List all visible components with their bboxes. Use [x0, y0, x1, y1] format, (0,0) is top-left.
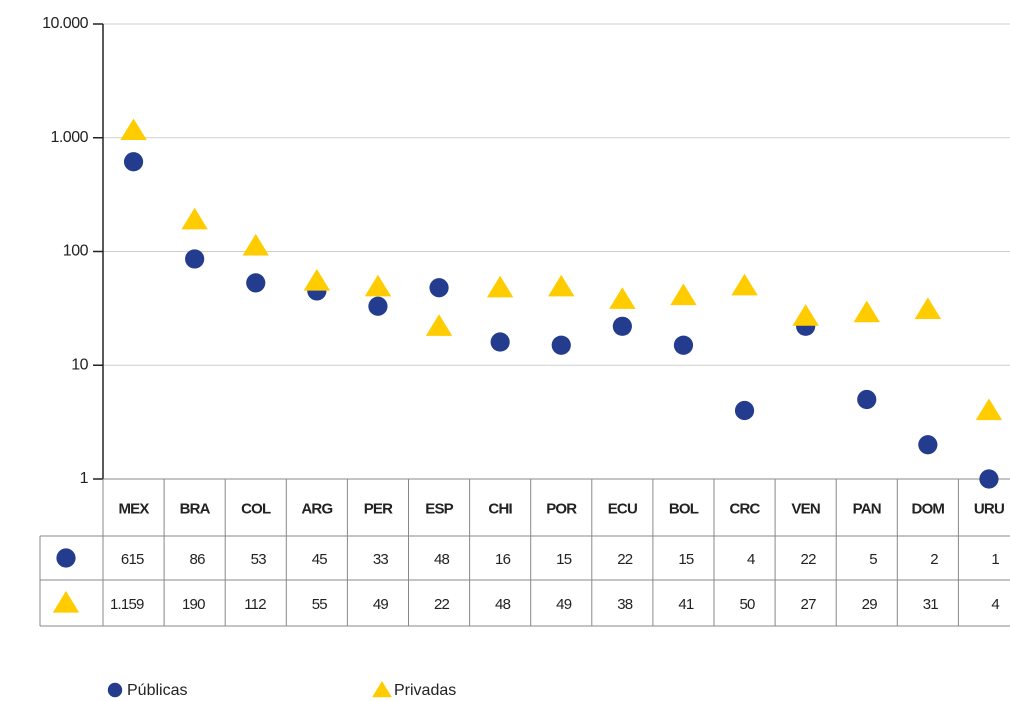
point — [486, 275, 514, 298]
x-tick-label: CRC — [729, 500, 760, 517]
point — [429, 278, 449, 298]
table-cell: 29 — [862, 596, 878, 613]
x-tick-label: COL — [241, 500, 271, 517]
x-tick-label: ESP — [425, 500, 453, 517]
point — [551, 335, 571, 355]
table-cell: 2 — [930, 551, 938, 568]
y-tick-label: 10 — [71, 356, 88, 373]
table-cell: 190 — [182, 596, 205, 613]
table-cell: 41 — [678, 596, 694, 613]
point — [548, 274, 575, 297]
x-tick-label: BRA — [180, 500, 211, 517]
table-cell: 33 — [373, 551, 389, 568]
table-cell: 38 — [617, 596, 633, 613]
table-legend-marker — [56, 548, 76, 568]
table-cell: 22 — [617, 551, 633, 568]
legend-label: Privadas — [394, 682, 456, 699]
point — [853, 300, 880, 323]
x-tick-label: BOL — [669, 500, 699, 517]
table-cell: 31 — [923, 596, 939, 613]
legend-marker — [372, 681, 392, 698]
table-cell: 15 — [678, 551, 694, 568]
point — [670, 283, 697, 306]
point — [612, 316, 632, 336]
table-cell: 49 — [556, 596, 572, 613]
point — [731, 273, 758, 296]
table-cell: 55 — [312, 596, 328, 613]
point — [181, 207, 208, 230]
table-cell: 45 — [312, 551, 328, 568]
point — [490, 332, 510, 352]
table-legend-marker — [52, 591, 80, 613]
point — [673, 335, 694, 355]
point — [734, 400, 755, 421]
y-tick-label: 10.000 — [42, 15, 89, 32]
point — [792, 304, 819, 326]
table-cell: 4 — [991, 596, 999, 613]
point — [364, 274, 392, 297]
point — [303, 269, 331, 291]
table-cell: 1 — [991, 551, 999, 568]
table-cell: 15 — [556, 551, 572, 568]
point — [120, 118, 147, 141]
table-cell: 22 — [801, 551, 817, 568]
point — [425, 314, 453, 336]
point — [185, 249, 205, 269]
x-tick-label: CHI — [488, 500, 512, 517]
table-cell: 22 — [434, 596, 450, 613]
point — [123, 152, 144, 172]
y-tick-label: 100 — [63, 243, 89, 260]
table-cell: 112 — [244, 596, 266, 613]
legend-label: Públicas — [127, 682, 187, 699]
table-cell: 16 — [495, 551, 511, 568]
x-tick-label: MEX — [118, 500, 149, 517]
x-tick-label: PER — [364, 500, 393, 517]
point — [857, 389, 877, 410]
x-tick-label: VEN — [791, 500, 819, 517]
table-cell: 50 — [739, 596, 755, 613]
point — [368, 296, 388, 316]
x-tick-label: ECU — [608, 500, 637, 517]
table-cell: 1.159 — [110, 596, 144, 613]
table-cell: 5 — [869, 551, 877, 568]
x-tick-label: PAN — [853, 500, 881, 517]
x-tick-label: DOM — [912, 500, 945, 517]
x-tick-label: POR — [546, 500, 577, 517]
table-cell: 27 — [801, 596, 817, 613]
y-tick-label: 1 — [80, 470, 89, 487]
x-tick-label: URU — [974, 500, 1004, 517]
table-cell: 48 — [434, 551, 450, 568]
table-cell: 53 — [251, 551, 267, 568]
point — [914, 297, 942, 319]
point — [918, 435, 938, 455]
point — [246, 273, 266, 293]
table-cell: 86 — [190, 551, 206, 568]
legend-marker — [107, 682, 123, 698]
point — [242, 233, 269, 256]
point — [979, 469, 999, 489]
point — [609, 287, 636, 309]
table-cell: 4 — [747, 551, 755, 568]
x-tick-label: ARG — [301, 500, 332, 517]
table-cell: 615 — [121, 551, 144, 568]
y-tick-label: 1.000 — [50, 129, 88, 146]
table-cell: 48 — [495, 596, 511, 613]
point — [975, 398, 1003, 421]
table-cell: 49 — [373, 596, 389, 613]
